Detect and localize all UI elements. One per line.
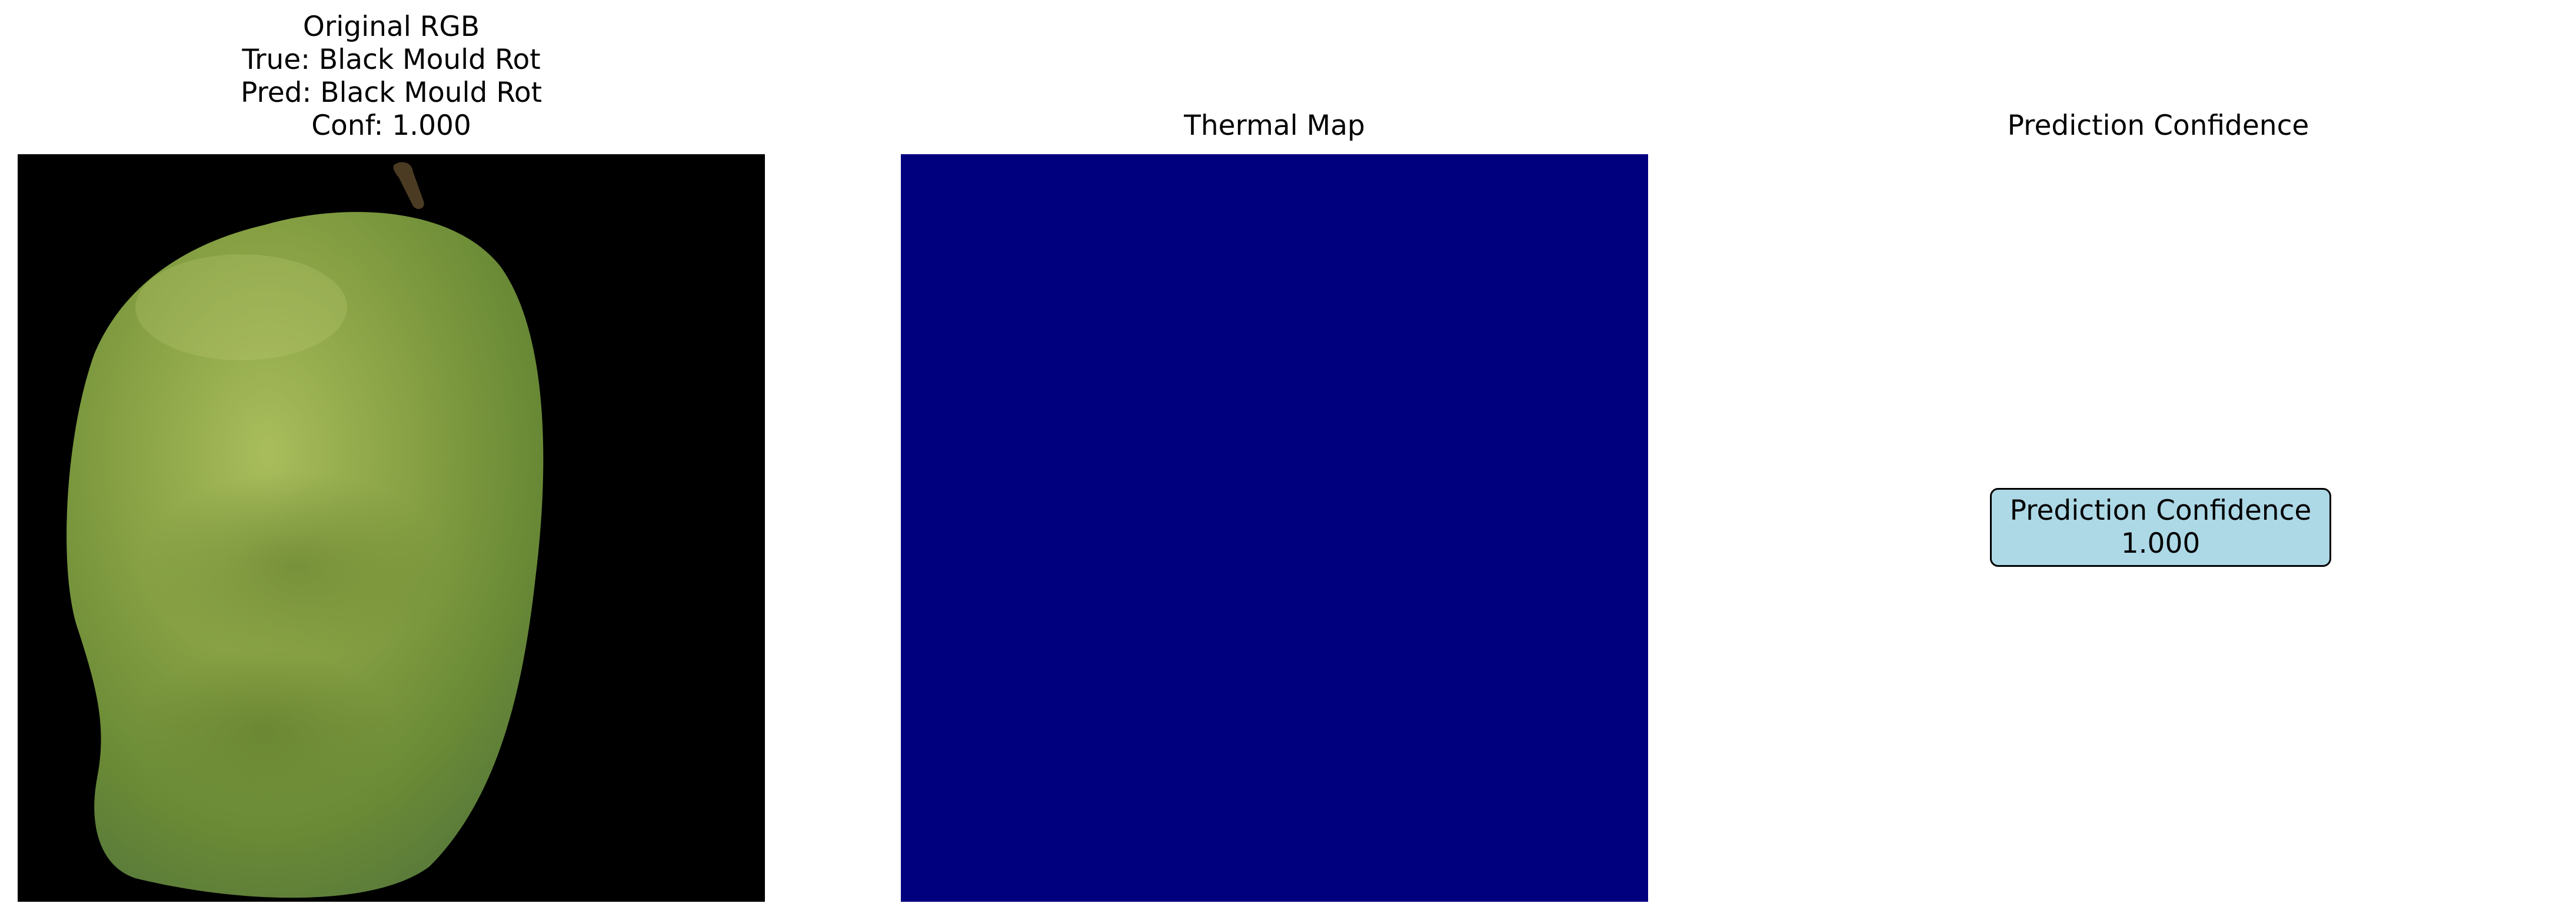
mango-shade-2 bbox=[135, 649, 394, 813]
rgb-image bbox=[18, 154, 765, 902]
confidence-box-label: Prediction Confidence bbox=[1992, 494, 2329, 527]
mango-highlight bbox=[135, 254, 347, 360]
rgb-panel-title: Original RGB True: Black Mould Rot Pred:… bbox=[241, 11, 542, 142]
rgb-title-line-3: Pred: Black Mould Rot bbox=[241, 77, 542, 109]
rgb-title-line-4: Conf: 1.000 bbox=[241, 109, 542, 142]
mango-shade-1 bbox=[141, 472, 447, 660]
confidence-box: Prediction Confidence 1.000 bbox=[1990, 488, 2331, 567]
mango-image bbox=[18, 154, 765, 902]
rgb-title-line-2: True: Black Mould Rot bbox=[241, 44, 542, 77]
thermal-map bbox=[901, 154, 1648, 902]
thermal-map-fill bbox=[901, 154, 1648, 902]
confidence-panel-title: Prediction Confidence bbox=[2008, 109, 2309, 142]
confidence-box-value: 1.000 bbox=[1992, 527, 2329, 560]
thermal-panel-title: Thermal Map bbox=[1184, 109, 1365, 142]
thermal-svg bbox=[901, 154, 1648, 902]
rgb-title-line-1: Original RGB bbox=[241, 11, 542, 44]
